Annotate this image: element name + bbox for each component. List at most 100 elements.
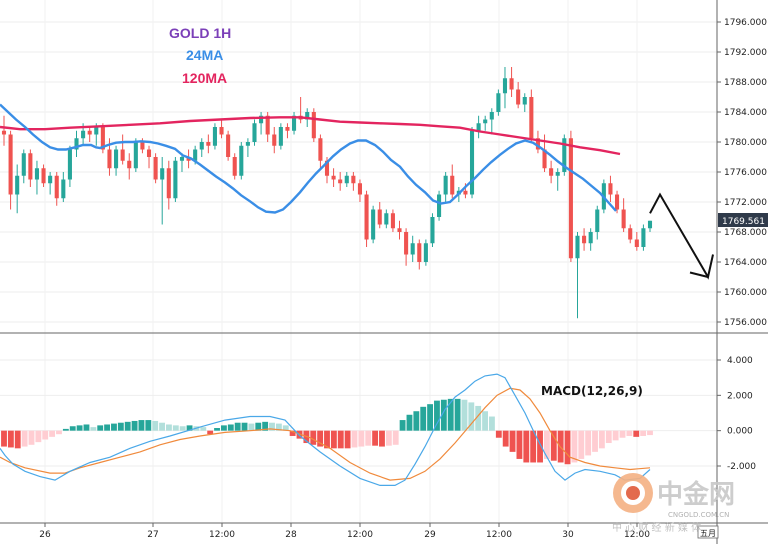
candle-body [575,235,580,259]
candle-body [397,228,402,232]
candle-body [614,194,620,210]
histogram-bar [269,422,275,431]
histogram-bar [28,430,35,445]
histogram-bar [543,430,550,459]
forecast-arrow-head [689,271,709,278]
histogram-bar [392,430,399,445]
candle-body [338,179,343,184]
candle-body [647,220,653,229]
candle-body [469,130,475,195]
histogram-bar [592,430,598,452]
price-axis: 1796.000 1792.000 1788.000 1784.000 1780.000… [717,18,767,328]
histogram-bar [619,430,626,438]
histogram-bar [90,427,97,431]
histogram-bar [399,420,406,431]
candle-body [87,130,92,135]
histogram-bar [358,430,365,447]
macd-tick-label: 2.000 [727,391,753,401]
histogram-bar [69,426,76,431]
candle-body [634,239,639,247]
histogram-bar [633,430,640,437]
candle-body [114,149,119,169]
histogram-bar [571,430,578,463]
price-tick-label: 1772.000 [724,198,767,208]
price-tick-label: 1784.000 [724,108,767,118]
histogram-bar [172,425,179,431]
histogram-bar [537,430,543,463]
candle-body [364,194,369,240]
candle-body [496,93,501,112]
candle-body [133,142,138,169]
candle-body [522,97,527,105]
price-tick-label: 1760.000 [724,288,767,298]
histogram-bar [234,422,241,431]
month-badge-label: 五月 [700,529,716,538]
candle-body [179,157,185,161]
histogram-bar [186,425,193,431]
candle-body [140,142,145,150]
histogram-bar [117,422,124,431]
time-tick-label: 30 [562,530,574,540]
histogram-bar [427,404,434,431]
candle-body [74,138,79,150]
candle-body [621,209,626,229]
candle-body [437,194,442,217]
time-axis: 26 27 12:00 28 12:00 29 12:00 30 12:00 [39,523,650,540]
histogram-bar [83,424,90,431]
candle-body [535,138,540,150]
histogram-bar [626,430,633,436]
candle-body [193,149,198,161]
histogram-bar [564,430,571,465]
histogram-bar [461,399,468,431]
candle-body [34,168,40,180]
time-tick-label: 12:00 [347,530,373,540]
histogram-bar [413,411,420,431]
histogram-bar [220,425,227,431]
candle-body [206,142,211,146]
candle-body [443,175,448,195]
macd-tick-label: 4.000 [727,356,753,366]
candle-body [542,149,547,169]
histogram-bar [372,430,379,446]
price-tick-label: 1764.000 [724,258,767,268]
price-tick-label: 1792.000 [724,48,767,58]
histogram-bar [516,430,523,459]
price-tick-label: 1796.000 [724,18,767,28]
histogram-bar [111,423,117,431]
candle-body [509,78,514,90]
candle-body [555,172,560,176]
histogram-bar [482,411,488,431]
histogram-bar [289,430,296,436]
candle-body [318,138,323,161]
candle-body [48,175,53,184]
macd-signal-line [0,387,651,481]
histogram-bar [227,424,234,431]
candle-body [54,175,59,199]
histogram-bar [159,422,165,431]
month-badge [697,525,719,539]
macd-axis: 4.000 2.000 0.000 -2.000 [717,356,756,472]
candle-body [351,175,356,184]
candle-body [417,243,422,262]
candle-body [516,89,521,105]
histogram-bar [550,430,557,461]
time-tick-label: 12:00 [624,530,650,540]
histogram-bar [578,430,585,459]
candle-body [160,168,165,180]
watermark-sub: 中 心 财 经 新 媒 体 [612,521,701,534]
histogram-bar [138,420,145,431]
candle-body [100,127,105,150]
price-tick-label: 1776.000 [724,168,767,178]
time-tick-label: 29 [424,530,436,540]
candle-body [588,232,593,244]
histogram-bar [523,430,530,463]
candle-body [344,175,349,184]
candle-body [41,168,46,184]
histogram-bar [76,425,83,431]
candle-body [489,112,494,120]
watermark: 中金网 CNGOLD.COM.CN 中 心 财 经 新 媒 体 [612,473,735,534]
candle-body [582,235,587,244]
ma120-line [0,116,621,156]
macd-tick-label: 0.000 [727,427,753,437]
histogram-bar [35,430,42,443]
